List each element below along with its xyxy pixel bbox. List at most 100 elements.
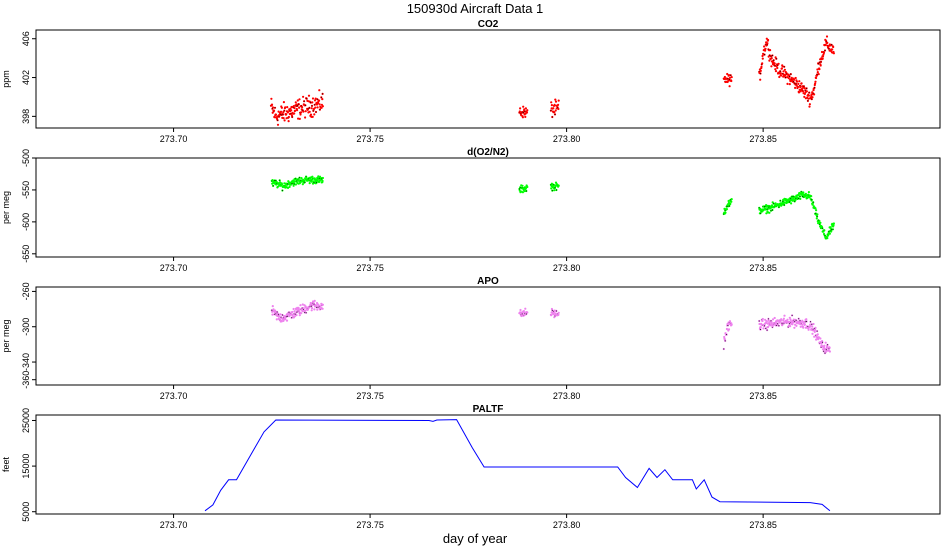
data-point	[761, 319, 764, 323]
data-point-center	[775, 58, 777, 60]
data-point	[280, 106, 283, 109]
data-point-center	[766, 208, 768, 210]
y-tick-label: -650	[21, 245, 31, 263]
data-point	[788, 316, 791, 319]
data-point	[814, 326, 817, 329]
data-point	[519, 311, 522, 314]
data-point	[524, 115, 527, 118]
plot-frame	[35, 157, 941, 258]
data-point	[815, 338, 818, 341]
data-point	[554, 100, 558, 103]
data-point-center	[760, 329, 761, 330]
data-point	[554, 109, 557, 112]
data-point	[284, 106, 287, 109]
data-point	[803, 95, 806, 98]
data-point	[727, 328, 731, 331]
data-point	[321, 303, 324, 306]
data-point	[299, 113, 302, 116]
data-point	[550, 104, 554, 107]
data-point	[779, 72, 783, 75]
data-point	[557, 107, 560, 111]
data-point	[791, 323, 794, 326]
data-point	[284, 318, 287, 321]
data-point-center	[769, 54, 771, 56]
panel-d-o2-n2-: d(O2/N2) per meg 273.70 273.75 273.80 273.85 -…	[1, 147, 941, 273]
data-point-center	[823, 350, 825, 352]
data-point	[815, 76, 818, 80]
data-point-center	[798, 198, 800, 199]
data-point	[761, 57, 764, 60]
data-point	[285, 113, 288, 116]
data-point	[280, 320, 283, 323]
data-point-center	[290, 113, 292, 115]
data-point-center	[779, 200, 781, 202]
data-point	[730, 200, 733, 203]
x-tick-label: 273.85	[749, 263, 777, 273]
data-point-center	[308, 107, 310, 109]
data-point	[550, 314, 553, 317]
data-point-center	[824, 352, 826, 354]
data-point	[523, 190, 526, 193]
y-tick-label: -340	[21, 353, 31, 371]
data-point-center	[773, 203, 775, 205]
data-point	[805, 318, 808, 321]
data-point	[795, 324, 798, 327]
data-point-center	[291, 116, 293, 118]
x-tick-label: 273.85	[749, 391, 777, 401]
x-tick-label: 273.80	[553, 391, 581, 401]
panel-title: CO2	[478, 19, 499, 30]
data-point-center	[550, 110, 552, 112]
data-point	[557, 99, 560, 102]
data-point	[768, 59, 771, 62]
data-point-center	[728, 79, 730, 80]
data-point-center	[790, 73, 792, 75]
data-point	[803, 87, 806, 90]
data-point-center	[760, 73, 761, 74]
data-point	[271, 305, 274, 308]
y-tick-label: 5000	[21, 502, 31, 522]
data-point	[797, 82, 800, 85]
data-point	[320, 106, 323, 109]
data-point	[550, 101, 553, 104]
data-point	[316, 106, 319, 109]
data-point	[819, 337, 822, 340]
data-point	[759, 78, 762, 81]
x-tick-label: 273.75	[356, 391, 384, 401]
data-point-center	[790, 198, 792, 200]
y-tick-label: -600	[21, 213, 31, 231]
data-point-center	[807, 100, 809, 102]
data-point-center	[307, 108, 309, 110]
x-tick-label: 273.80	[553, 263, 581, 273]
data-point	[730, 79, 733, 83]
data-point	[310, 107, 313, 110]
data-point-center	[277, 314, 279, 316]
data-point	[786, 82, 789, 85]
data-point	[798, 80, 801, 83]
data-point	[304, 309, 307, 312]
data-point	[819, 64, 822, 67]
data-point-center	[521, 111, 523, 113]
data-point	[309, 113, 313, 116]
data-point	[304, 110, 307, 113]
data-point	[724, 211, 727, 214]
data-point	[821, 57, 824, 60]
data-point	[301, 183, 304, 186]
data-point-center	[728, 205, 730, 207]
data-point-center	[313, 303, 315, 305]
data-point-center	[551, 190, 553, 192]
data-point	[283, 119, 286, 122]
x-tick-label: 273.85	[749, 520, 777, 530]
data-point-center	[758, 320, 760, 322]
data-point	[553, 103, 556, 106]
data-point	[282, 117, 285, 120]
data-point-center	[726, 334, 728, 336]
data-point	[553, 189, 556, 192]
data-point	[308, 182, 311, 185]
data-point	[728, 320, 732, 323]
data-point-center	[296, 180, 298, 182]
data-point	[291, 310, 294, 314]
x-tick-label: 273.85	[749, 134, 777, 144]
data-point-center	[727, 325, 729, 326]
data-point	[821, 55, 825, 58]
data-point	[728, 76, 732, 79]
